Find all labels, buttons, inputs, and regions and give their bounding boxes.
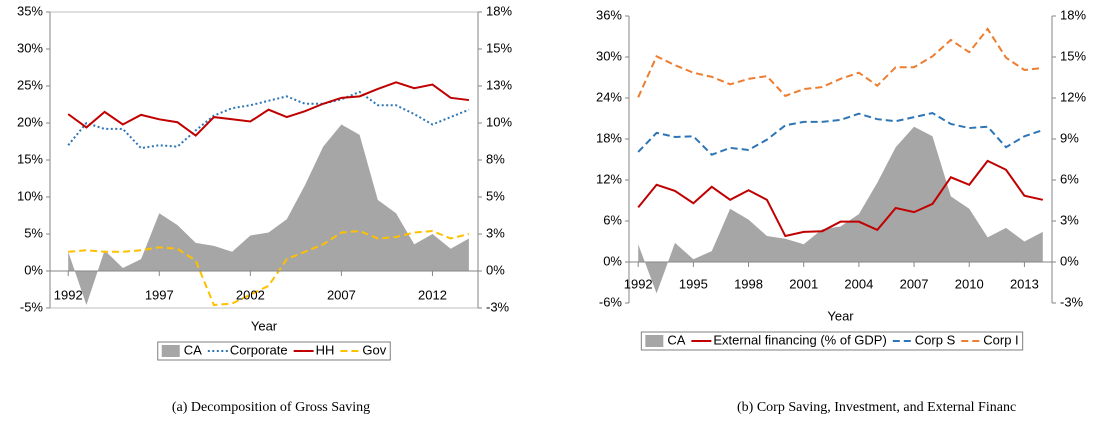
y-tick-label: 0% [603,253,622,268]
legend-label: Corp S [915,332,956,347]
legend-label: Corp I [983,332,1018,347]
y2-tick-label: 15% [486,40,512,55]
x-tick-label: 2004 [844,276,873,291]
x-tick-label: 2007 [327,287,356,302]
y2-tick-label: 5% [486,188,505,203]
x-tick-label: 2012 [418,287,447,302]
chart: -6% 0% 6% 12% 18% 24% 30% 36% -3% 0% 3% 6% 9% 12% 15% 1… [596,7,1086,415]
x-axis-title: Year [251,318,278,333]
y-tick-label: 10% [17,188,43,203]
legend: CA Corporate HH Gov [157,341,391,361]
y-tick-label: 18% [596,130,622,145]
y2-tick-label: 12% [1060,89,1086,104]
legend-label: CA [184,342,202,357]
y-tick-label: 6% [603,212,622,227]
y2-tick-label: -3% [486,299,510,314]
y-tick-label: 24% [596,89,622,104]
y-tick-label: 0% [24,262,43,277]
x-tick-label: 2013 [1010,276,1039,291]
x-tick-label: 1997 [145,287,174,302]
y2-tick-label: -3% [1060,294,1084,309]
x-tick-label: 2001 [789,276,818,291]
line [67,90,470,150]
y-tick-label: 35% [17,3,43,18]
line [637,27,1043,98]
line [637,111,1044,156]
y-tick-label: -6% [599,294,623,309]
line [67,81,470,137]
line [68,230,470,307]
legend-label: External financing (% of GDP) [713,332,886,347]
legend-label: Corporate [230,342,288,357]
y-tick-label: -5% [20,299,44,314]
x-axis-title: Year [827,308,854,323]
legend-swatch [161,345,180,357]
y2-tick-label: 18% [1060,7,1086,22]
y2-tick-label: 6% [1060,171,1079,186]
y2-tick-label: 3% [486,225,505,240]
line [637,159,1044,238]
y-tick-label: 5% [24,225,43,240]
x-tick-label: 2007 [900,276,929,291]
x-tick-label: 2010 [955,276,984,291]
y2-tick-label: 8% [486,151,505,166]
y-tick-label: 20% [17,114,43,129]
x-tick-label: 1992 [54,287,83,302]
chart: -5% 0% 5% 10% 15% 20% 25% 30% 35% -3% 0% 3% 5% 8% 10% 1… [17,3,512,415]
area [638,126,1043,294]
y2-tick-label: 15% [1060,48,1086,63]
y-tick-label: 12% [596,171,622,186]
y2-tick-label: 10% [486,114,512,129]
y2-tick-label: 3% [1060,212,1079,227]
y2-tick-label: 0% [486,262,505,277]
legend-box [640,331,1024,351]
x-tick-label: 1998 [734,276,763,291]
y2-tick-label: 18% [486,3,512,18]
y-tick-label: 15% [17,151,43,166]
legend: CA External financing (% of GDP) Corp S Cor… [640,331,1024,351]
caption: (b) Corp Saving, Investment, and Externa… [737,400,1016,415]
y2-tick-label: 13% [486,77,512,92]
legend-label: CA [667,332,685,347]
legend-label: HH [316,342,335,357]
x-tick-label: 1995 [679,276,708,291]
legend-swatch [645,335,664,347]
y-tick-label: 25% [17,77,43,92]
area [68,124,469,306]
y-tick-label: 30% [17,40,43,55]
legend-box [157,341,391,361]
legend-label: Gov [362,342,386,357]
x-tick-label: 1992 [624,276,653,291]
y-tick-label: 36% [596,7,622,22]
caption: (a) Decomposition of Gross Saving [172,400,370,415]
y2-tick-label: 9% [1060,130,1079,145]
x-tick-label: 2002 [236,287,265,302]
y2-tick-label: 0% [1060,253,1079,268]
y-tick-label: 30% [596,48,622,63]
